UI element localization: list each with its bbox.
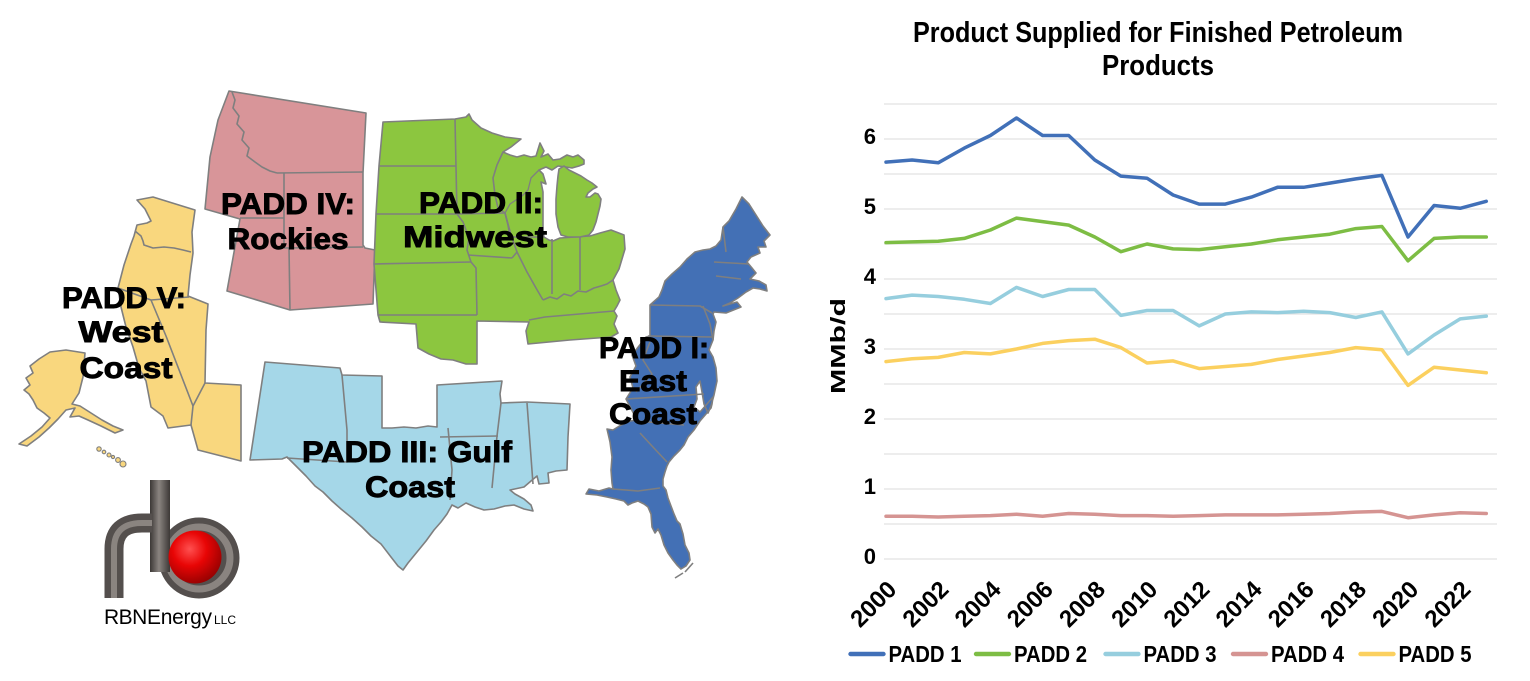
svg-text:2010: 2010 <box>1106 576 1163 633</box>
svg-text:Coast: Coast <box>365 471 455 504</box>
svg-text:MMb/d: MMb/d <box>828 298 850 394</box>
svg-text:2018: 2018 <box>1315 576 1372 633</box>
svg-text:3: 3 <box>864 334 876 359</box>
svg-text:2012: 2012 <box>1158 576 1215 633</box>
svg-text:PADD III: Gulf: PADD III: Gulf <box>302 436 513 469</box>
svg-text:PADD V:: PADD V: <box>62 282 186 315</box>
svg-text:6: 6 <box>864 124 876 149</box>
svg-text:Midwest: Midwest <box>403 221 547 254</box>
svg-text:PADD 5: PADD 5 <box>1399 641 1472 667</box>
svg-text:2004: 2004 <box>950 576 1007 633</box>
svg-text:PADD 3: PADD 3 <box>1144 641 1217 667</box>
svg-text:4: 4 <box>864 264 877 289</box>
svg-text:0: 0 <box>864 544 876 569</box>
svg-text:2020: 2020 <box>1367 576 1424 633</box>
svg-text:2000: 2000 <box>845 576 902 633</box>
svg-text:RBN: RBN <box>104 606 147 629</box>
svg-text:2006: 2006 <box>1002 576 1059 633</box>
svg-text:2002: 2002 <box>897 576 954 633</box>
svg-text:Energy: Energy <box>147 606 213 629</box>
svg-text:2016: 2016 <box>1263 576 1320 633</box>
svg-text:PADD IV:: PADD IV: <box>221 188 355 221</box>
svg-text:Rockies: Rockies <box>228 223 349 256</box>
svg-text:East: East <box>619 365 687 398</box>
svg-text:Coast: Coast <box>80 352 173 385</box>
svg-text:LLC: LLC <box>214 613 236 627</box>
svg-text:West: West <box>79 316 164 349</box>
svg-text:PADD I:: PADD I: <box>599 332 709 365</box>
svg-text:2008: 2008 <box>1054 576 1111 633</box>
svg-text:5: 5 <box>864 194 876 219</box>
svg-text:2014: 2014 <box>1211 576 1268 633</box>
svg-text:1: 1 <box>864 474 876 499</box>
svg-text:Coast: Coast <box>609 398 697 431</box>
svg-text:Product Supplied for Finished: Product Supplied for Finished Petroleum <box>913 17 1403 49</box>
svg-text:PADD II:: PADD II: <box>419 187 543 220</box>
svg-text:Products: Products <box>1102 50 1214 82</box>
svg-text:2: 2 <box>864 404 876 429</box>
svg-text:PADD 4: PADD 4 <box>1271 641 1344 667</box>
svg-text:PADD 2: PADD 2 <box>1014 641 1087 667</box>
svg-text:2022: 2022 <box>1419 576 1476 633</box>
svg-text:PADD 1: PADD 1 <box>889 641 962 667</box>
